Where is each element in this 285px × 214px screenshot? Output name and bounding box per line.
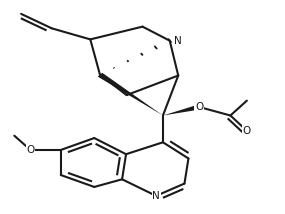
Text: N: N — [174, 36, 182, 46]
Text: N: N — [152, 191, 160, 201]
Polygon shape — [163, 105, 200, 116]
Text: O: O — [243, 126, 251, 136]
Text: O: O — [195, 102, 203, 112]
Polygon shape — [98, 73, 163, 116]
Text: O: O — [26, 145, 34, 155]
